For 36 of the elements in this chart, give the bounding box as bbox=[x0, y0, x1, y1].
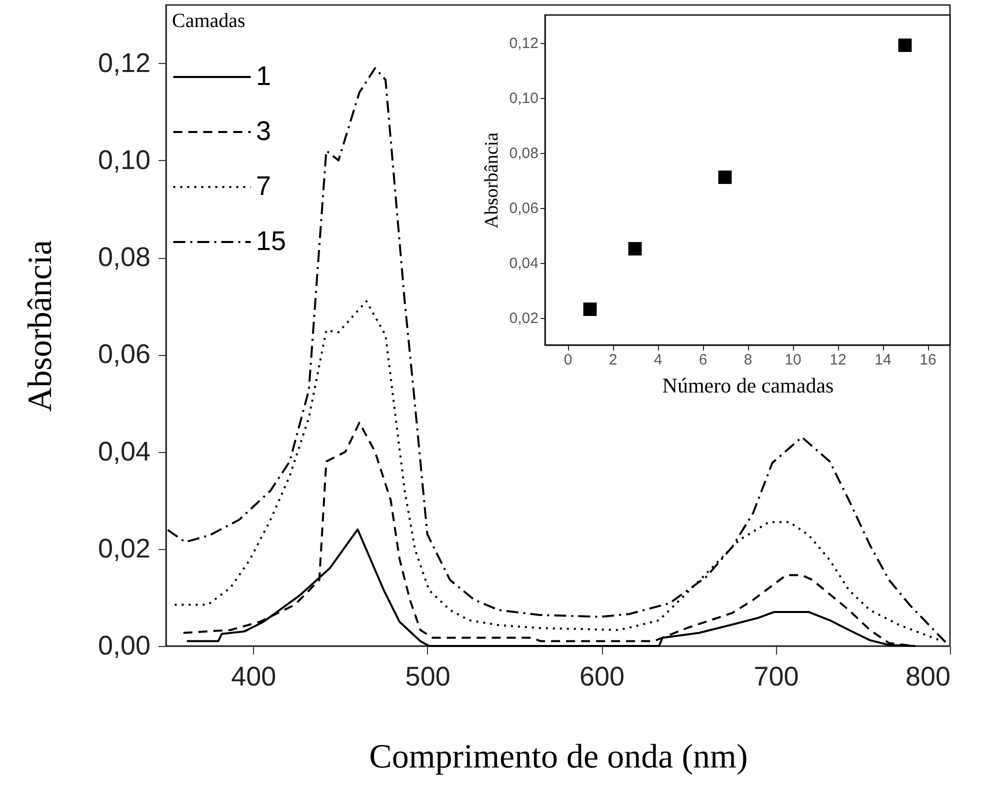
legend-label: 3 bbox=[256, 116, 272, 146]
y-tick-label: 0,08 bbox=[98, 242, 150, 272]
x-tick-label: 700 bbox=[754, 662, 799, 692]
x-tick-label: 500 bbox=[405, 662, 450, 692]
y-tick-label: 0,06 bbox=[509, 200, 538, 217]
x-tick-label: 10 bbox=[784, 352, 802, 368]
y-tick-label: 0,04 bbox=[509, 255, 538, 272]
y-tick-label: 0,02 bbox=[98, 533, 150, 564]
x-tick-label: 6 bbox=[698, 352, 708, 368]
legend-title: Camadas bbox=[172, 10, 246, 32]
y-axis-title: Absorbância bbox=[481, 132, 502, 229]
legend-label: 7 bbox=[256, 171, 272, 201]
legend-label: 15 bbox=[256, 226, 286, 256]
legend-label: 1 bbox=[256, 61, 272, 91]
x-axis-title: Número de camadas bbox=[662, 374, 834, 398]
x-tick-label: 14 bbox=[874, 352, 892, 368]
x-tick-label: 600 bbox=[580, 662, 625, 692]
y-tick-label: 0,06 bbox=[98, 339, 150, 370]
y-tick-label: 0,10 bbox=[98, 144, 150, 175]
y-tick-label: 0,08 bbox=[509, 145, 538, 162]
x-tick-label: 12 bbox=[830, 352, 846, 368]
x-tick-label: 2 bbox=[608, 352, 618, 368]
x-tick-label: 800 bbox=[905, 662, 950, 692]
y-axis-title: Absorbância bbox=[22, 240, 59, 412]
y-tick-label: 0,12 bbox=[98, 48, 150, 78]
x-tick-label: 400 bbox=[231, 662, 276, 692]
x-tick-label: 0 bbox=[564, 352, 572, 368]
x-axis-title: Comprimento de onda (nm) bbox=[369, 738, 748, 776]
y-tick-label: 0,12 bbox=[509, 35, 538, 52]
x-tick-label: 16 bbox=[920, 352, 936, 368]
x-tick-label: 4 bbox=[654, 352, 662, 368]
y-tick-label: 0,00 bbox=[98, 630, 150, 660]
x-tick-label: 8 bbox=[744, 352, 752, 368]
y-tick-label: 0,04 bbox=[98, 436, 150, 466]
y-tick-label: 0,10 bbox=[509, 90, 538, 107]
y-tick-label: 0,02 bbox=[509, 310, 538, 327]
